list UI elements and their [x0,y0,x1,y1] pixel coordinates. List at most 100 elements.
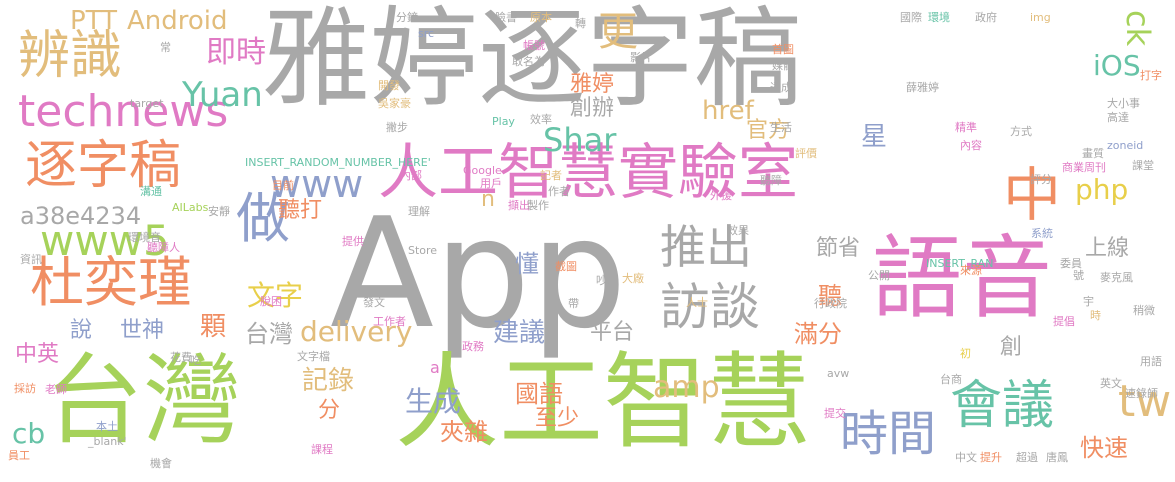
cloud-word: 顆 [200,312,227,342]
cloud-word: src [418,27,435,40]
cloud-word: 人士 [686,296,708,309]
cloud-word: 系統 [1031,227,1053,240]
cloud-word: ck [1119,10,1157,47]
cloud-word: 中文 [955,451,977,464]
cloud-word: 開發 [378,79,400,92]
cloud-word: 外援 [710,189,732,202]
cloud-word: Store [408,244,438,257]
cloud-word: 員工 [8,449,30,462]
cloud-word: iOS [1093,49,1141,82]
cloud-word: App [330,185,627,362]
cloud-word: 影片 [630,51,652,64]
cloud-word: 語音 [872,226,1052,331]
cloud-word: 聽打 [278,198,323,223]
cloud-word: 提倡 [1053,315,1075,328]
cloud-word: 提升 [980,451,1002,464]
cloud-word: target [130,97,164,110]
cloud-word: php [1075,173,1129,206]
cloud-word: 政府 [975,11,997,24]
cloud-word: 至少 [535,406,580,431]
cloud-word: 星 [861,122,888,152]
cloud-word: 公開 [868,269,890,282]
cloud-word: 初 [960,347,971,360]
cloud-word: 宇 [1083,295,1094,308]
cloud-word: 雅婷逐字稿 [262,0,803,122]
cloud-word: 滿分 [794,320,842,348]
cloud-word: 吳家豪 [378,97,411,110]
cloud-word: 分 [318,398,341,423]
cloud-word: 脫困 [260,295,282,308]
cloud-word: 打字 [1140,69,1162,82]
cloud-word: 達成 [770,81,792,94]
cloud-word: 評分 [1030,173,1052,186]
cloud-word: img [1030,11,1051,24]
cloud-word: technews [18,86,229,137]
cloud-word: 資訊 [20,253,42,266]
cloud-word: 原本 [530,11,552,24]
cloud-word: 花費 [170,351,192,364]
cloud-word: 台商 [940,373,962,386]
cloud-word: 聽障人 [147,241,180,254]
cloud-word: 號 [1073,269,1084,282]
cloud-word: 杜奕瑾 [30,251,192,314]
cloud-word: Shar [543,121,617,159]
cloud-word: delivery [300,315,413,348]
cloud-word: Android [127,6,228,36]
cloud-word: 高達 [1107,111,1129,124]
cloud-word: 大小事 [1107,97,1140,110]
cloud-word: www5 [40,216,170,265]
cloud-word: 環境 [928,11,950,24]
cloud-word: 效率 [530,113,552,126]
cloud-word: 建議 [493,318,546,348]
cloud-word: 辨識 [18,26,123,86]
cloud-word: 撇步 [386,121,408,134]
cloud-word: 文字 [247,279,304,312]
cloud-word: 記錄 [302,366,355,396]
cloud-word: 人工智慧實驗室 [378,138,798,208]
cloud-word: 首圖 [772,43,794,56]
cloud-word: 國語 [515,380,563,408]
cloud-word: tw [1118,376,1172,427]
cloud-word: 訪談 [660,278,760,336]
cloud-word: 來源 [960,264,982,277]
cloud-word: 委員 [1060,257,1082,270]
cloud-word: 國際 [900,11,922,24]
cloud-word: 工作者 [373,315,406,328]
cloud-word: 效果 [727,224,749,237]
cloud-word: 精準 [955,121,977,134]
cloud-word: 機會 [150,457,172,470]
cloud-word: 環境音 [128,231,161,244]
cloud-word: 聽 [818,282,842,310]
cloud-word: 上線 [1085,236,1130,261]
cloud-word: 英文 [1100,377,1122,390]
cloud-word: 臉書 [495,11,517,24]
cloud-word: 提供 [342,235,364,248]
cloud-word: 中英 [15,342,60,367]
cloud-word: 聽障 [760,174,782,187]
cloud-word: 時 [1090,309,1101,322]
cloud-word: 台灣 [45,344,242,458]
cloud-word: AILabs [172,201,209,214]
cloud-word: 做 [236,187,290,250]
cloud-word: 雅婷 [570,72,615,97]
cloud-word: www [270,162,364,206]
cloud-word: 更 [591,10,637,50]
cloud-word: 製作 [527,199,549,212]
cloud-word: 台灣 [245,320,293,348]
cloud-word: 課程 [311,443,333,456]
cloud-word: 生活 [770,121,792,134]
cloud-word: 商業周刊 [1062,161,1106,174]
cloud-word: 大廠 [622,272,644,285]
cloud-word: 發文 [363,296,385,309]
cloud-word: Google [463,164,502,177]
cloud-word: 人工智慧 [395,341,812,463]
cloud-word: 截圖 [555,260,577,273]
cloud-word: _blank' [88,435,127,448]
cloud-word: a38e4234 [20,202,142,230]
cloud-word: 夾雜 [440,418,488,446]
cloud-word: 目前 [272,179,294,192]
cloud-word: 逐字稿 [25,136,182,196]
cloud-word: 分鐘 [396,11,418,24]
cloud-word: 內部 [400,169,422,182]
cloud-word: 官方 [746,118,791,143]
